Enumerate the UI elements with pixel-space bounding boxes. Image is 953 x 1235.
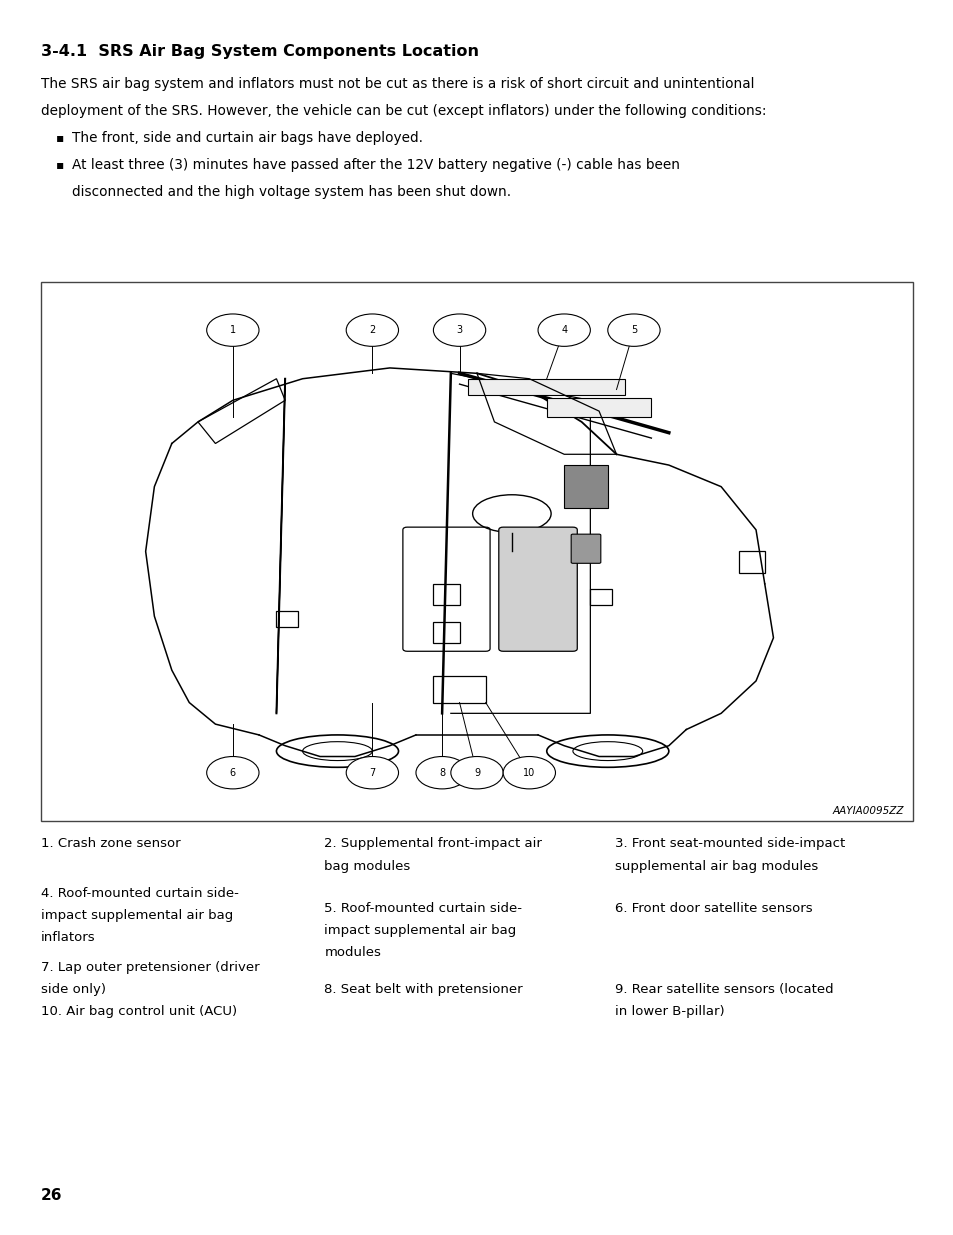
Text: The front, side and curtain air bags have deployed.: The front, side and curtain air bags hav… (71, 131, 422, 144)
Text: 6. Front door satellite sensors: 6. Front door satellite sensors (615, 902, 812, 915)
Text: 3: 3 (456, 325, 462, 335)
Text: 5: 5 (630, 325, 637, 335)
Text: 5. Roof-mounted curtain side-: 5. Roof-mounted curtain side- (324, 902, 522, 915)
Text: 10: 10 (522, 768, 535, 778)
Circle shape (607, 314, 659, 346)
Circle shape (502, 757, 555, 789)
Circle shape (537, 314, 590, 346)
Text: 7. Lap outer pretensioner (driver: 7. Lap outer pretensioner (driver (41, 961, 259, 974)
FancyBboxPatch shape (563, 466, 607, 509)
Text: side only): side only) (41, 983, 106, 997)
Text: 26: 26 (41, 1188, 63, 1203)
Circle shape (451, 757, 502, 789)
Text: deployment of the SRS. However, the vehicle can be cut (except inflators) under : deployment of the SRS. However, the vehi… (41, 104, 765, 117)
Text: modules: modules (324, 946, 381, 960)
Text: 1. Crash zone sensor: 1. Crash zone sensor (41, 837, 180, 851)
FancyBboxPatch shape (571, 535, 600, 563)
Text: 4: 4 (560, 325, 567, 335)
Text: AAYIA0095ZZ: AAYIA0095ZZ (832, 806, 903, 816)
Text: ▪: ▪ (56, 131, 65, 144)
FancyBboxPatch shape (546, 398, 651, 416)
Text: 10. Air bag control unit (ACU): 10. Air bag control unit (ACU) (41, 1005, 237, 1019)
Text: impact supplemental air bag: impact supplemental air bag (41, 909, 233, 923)
Text: inflators: inflators (41, 931, 95, 945)
Bar (41, 282, 912, 821)
Circle shape (207, 757, 258, 789)
Text: 9: 9 (474, 768, 479, 778)
Circle shape (433, 314, 485, 346)
Text: 8: 8 (438, 768, 445, 778)
Circle shape (207, 314, 258, 346)
Text: in lower B-pillar): in lower B-pillar) (615, 1005, 724, 1019)
Text: supplemental air bag modules: supplemental air bag modules (615, 860, 818, 873)
Text: 2. Supplemental front-impact air: 2. Supplemental front-impact air (324, 837, 541, 851)
Text: 6: 6 (230, 768, 235, 778)
Text: At least three (3) minutes have passed after the 12V battery negative (-) cable : At least three (3) minutes have passed a… (71, 158, 679, 172)
Circle shape (346, 757, 398, 789)
Text: 7: 7 (369, 768, 375, 778)
FancyBboxPatch shape (468, 379, 624, 395)
Text: ▪: ▪ (56, 158, 65, 172)
Text: impact supplemental air bag: impact supplemental air bag (324, 924, 517, 937)
Text: bag modules: bag modules (324, 860, 410, 873)
Circle shape (346, 314, 398, 346)
Text: disconnected and the high voltage system has been shut down.: disconnected and the high voltage system… (71, 185, 510, 199)
Text: 2: 2 (369, 325, 375, 335)
Circle shape (416, 757, 468, 789)
Text: 8. Seat belt with pretensioner: 8. Seat belt with pretensioner (324, 983, 522, 997)
Text: 9. Rear satellite sensors (located: 9. Rear satellite sensors (located (615, 983, 833, 997)
Text: 3. Front seat-mounted side-impact: 3. Front seat-mounted side-impact (615, 837, 844, 851)
Text: 4. Roof-mounted curtain side-: 4. Roof-mounted curtain side- (41, 887, 238, 900)
Text: 3-4.1  SRS Air Bag System Components Location: 3-4.1 SRS Air Bag System Components Loca… (41, 44, 478, 59)
Text: The SRS air bag system and inflators must not be cut as there is a risk of short: The SRS air bag system and inflators mus… (41, 77, 754, 90)
Text: 1: 1 (230, 325, 235, 335)
FancyBboxPatch shape (498, 527, 577, 651)
